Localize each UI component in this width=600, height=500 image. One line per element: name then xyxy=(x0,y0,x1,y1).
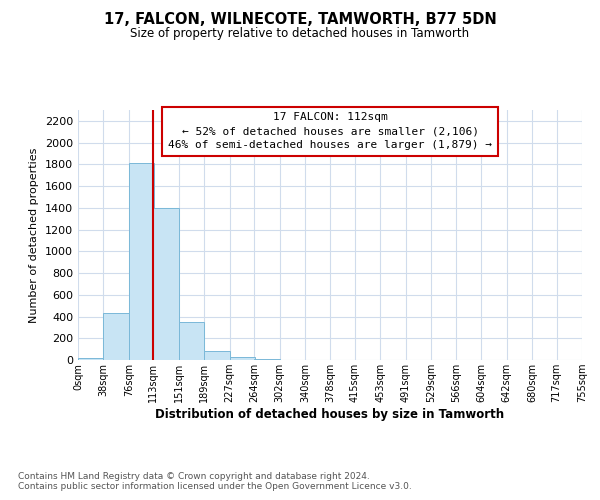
Bar xyxy=(129,164,154,360)
X-axis label: Distribution of detached houses by size in Tamworth: Distribution of detached houses by size … xyxy=(155,408,505,421)
Bar xyxy=(179,322,204,360)
Text: 17, FALCON, WILNECOTE, TAMWORTH, B77 5DN: 17, FALCON, WILNECOTE, TAMWORTH, B77 5DN xyxy=(104,12,496,28)
Text: 17 FALCON: 112sqm
← 52% of detached houses are smaller (2,106)
46% of semi-detac: 17 FALCON: 112sqm ← 52% of detached hous… xyxy=(168,112,492,150)
Text: Size of property relative to detached houses in Tamworth: Size of property relative to detached ho… xyxy=(130,28,470,40)
Text: Contains public sector information licensed under the Open Government Licence v3: Contains public sector information licen… xyxy=(18,482,412,491)
Y-axis label: Number of detached properties: Number of detached properties xyxy=(29,148,40,322)
Text: Contains HM Land Registry data © Crown copyright and database right 2024.: Contains HM Land Registry data © Crown c… xyxy=(18,472,370,481)
Bar xyxy=(78,358,103,360)
Bar xyxy=(204,352,230,360)
Bar xyxy=(154,208,179,360)
Bar xyxy=(230,358,255,360)
Bar xyxy=(103,314,129,360)
